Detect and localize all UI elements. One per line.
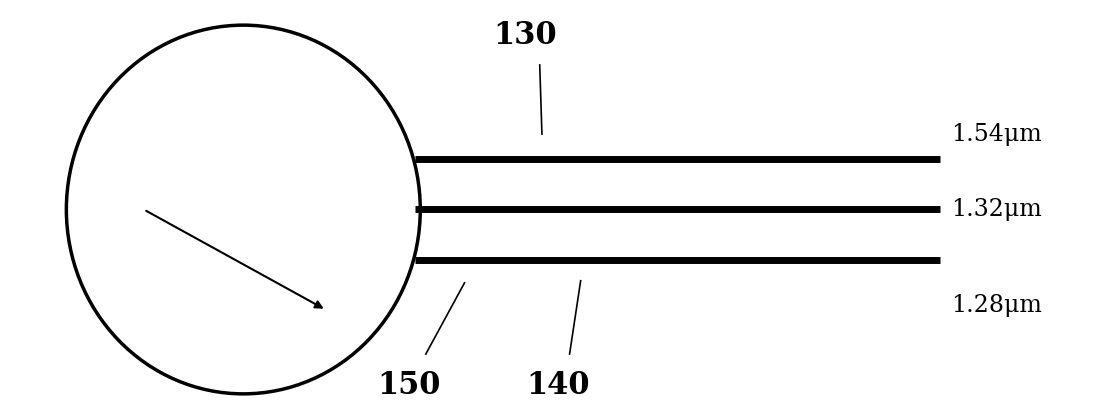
Text: 1.28μm: 1.28μm	[951, 295, 1042, 317]
Text: 1.32μm: 1.32μm	[951, 198, 1042, 221]
Text: 140: 140	[526, 370, 591, 401]
Text: 130: 130	[493, 20, 557, 51]
Text: 1.54μm: 1.54μm	[951, 123, 1042, 145]
Text: 150: 150	[377, 370, 441, 401]
